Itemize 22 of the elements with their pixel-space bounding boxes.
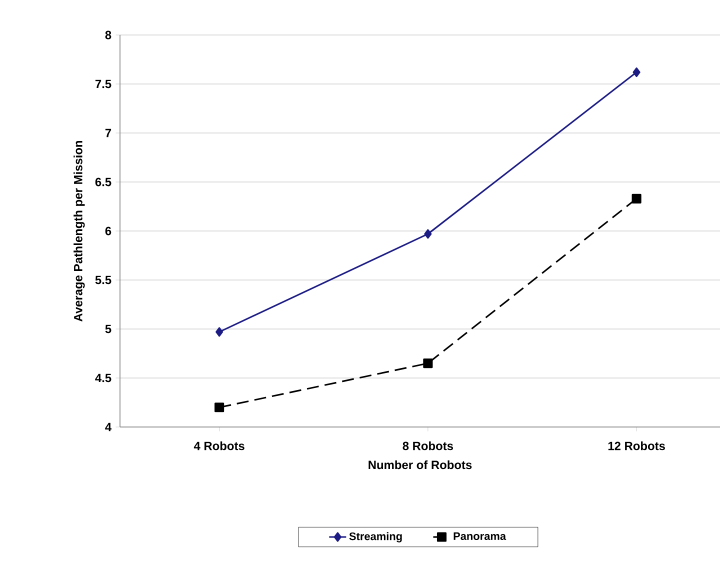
legend-label: Streaming — [349, 532, 402, 542]
x-tick-label: 8 Robots — [402, 441, 454, 450]
y-tick-label: 4 — [105, 422, 112, 432]
x-tick-label: 12 Robots — [608, 441, 665, 450]
point — [424, 229, 432, 239]
y-tick-label: 5 — [105, 324, 112, 334]
y-axis-title: Average Pathlength per Mission — [74, 140, 85, 322]
y-tick-label: 8 — [105, 30, 112, 40]
y-tick-label: 4.5 — [95, 374, 112, 382]
x-tick-label: 4 Robots — [194, 441, 244, 450]
point — [214, 402, 224, 412]
point — [423, 358, 433, 368]
y-tick-label: 6.5 — [95, 178, 112, 186]
y-tick-label: 6 — [105, 226, 112, 236]
point — [216, 327, 224, 337]
y-tick-label: 5.5 — [95, 276, 112, 284]
legend-label: Panorama — [454, 532, 506, 540]
x-axis-title: Number of Robots — [368, 460, 472, 470]
y-tick-label: 7.5 — [95, 80, 112, 88]
point — [632, 194, 642, 204]
y-tick-label: 7 — [105, 128, 112, 138]
point — [632, 67, 640, 78]
